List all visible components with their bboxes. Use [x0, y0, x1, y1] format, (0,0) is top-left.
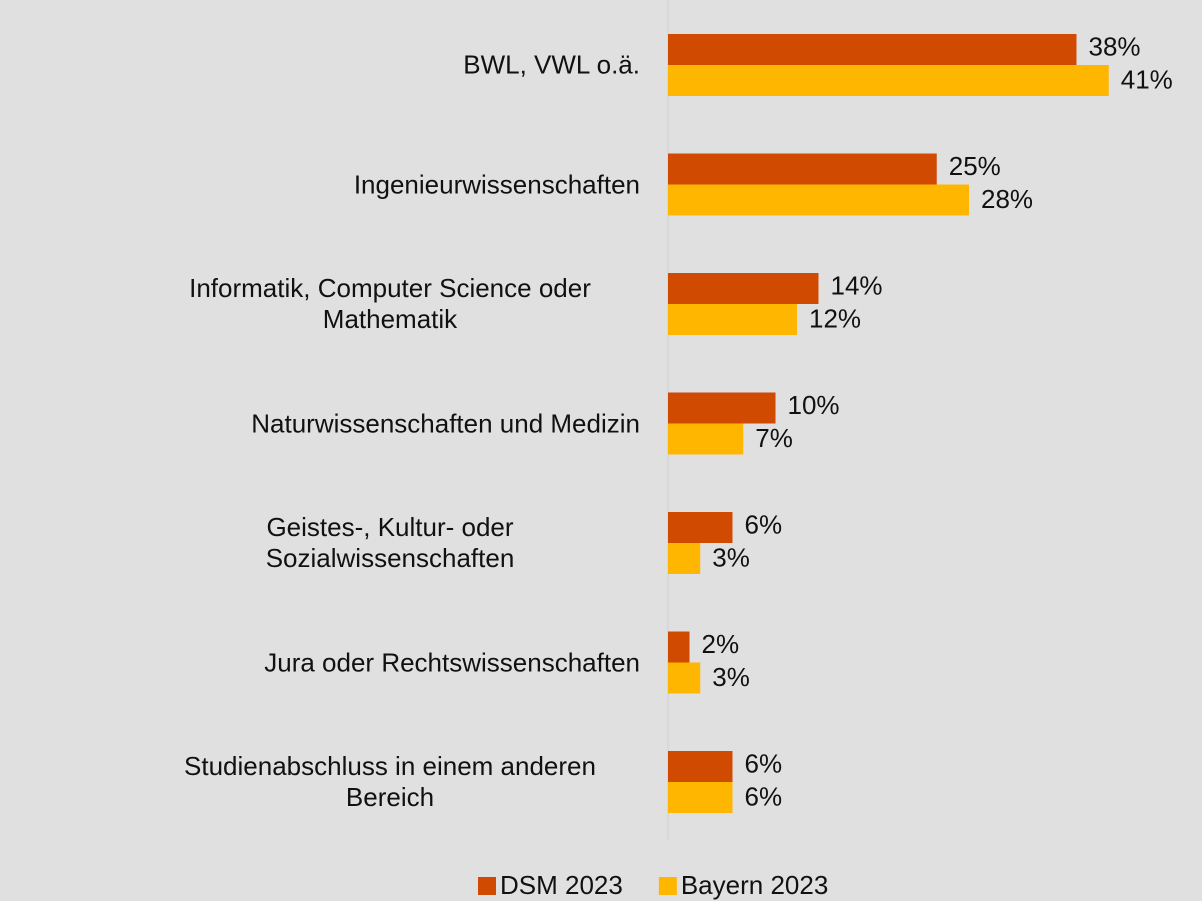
- category-text: Geistes-, Kultur- oder Sozialwissenschaf…: [265, 512, 515, 573]
- data-label: 6%: [745, 748, 783, 778]
- y-tick-label: Informatik, Computer Science oder Mathem…: [20, 273, 640, 335]
- y-tick-label: Jura oder Rechtswissenschaften: [20, 647, 640, 678]
- y-tick-label: BWL, VWL o.ä.: [20, 50, 640, 81]
- data-label: 41%: [1121, 64, 1173, 94]
- data-label: 28%: [981, 184, 1033, 214]
- bar: [668, 631, 690, 663]
- category-text: Informatik, Computer Science oder Mathem…: [189, 273, 591, 334]
- y-tick-label: Studienabschluss in einem anderen Bereic…: [20, 751, 640, 813]
- category-text: Studienabschluss in einem anderen Bereic…: [184, 751, 596, 812]
- data-label: 2%: [702, 629, 740, 659]
- data-label: 6%: [745, 781, 783, 811]
- data-label: 10%: [788, 390, 840, 420]
- legend-label: DSM 2023: [500, 870, 623, 900]
- data-label: 7%: [755, 423, 793, 453]
- bar: [668, 273, 819, 304]
- bar: [668, 662, 701, 694]
- bar: [668, 543, 701, 574]
- bar: [668, 304, 797, 335]
- data-label: 14%: [831, 270, 883, 300]
- bar: [668, 782, 733, 813]
- category-text: Ingenieurwissenschaften: [353, 169, 640, 199]
- data-label: 12%: [809, 303, 861, 333]
- y-tick-label: Naturwissenschaften und Medizin: [20, 408, 640, 439]
- bar: [668, 184, 969, 216]
- data-label: 3%: [712, 662, 750, 692]
- legend-swatch: [658, 877, 677, 895]
- bar: [668, 153, 937, 185]
- bar: [668, 751, 733, 782]
- legend-swatch: [478, 877, 496, 895]
- y-tick-label: Geistes-, Kultur- oder Sozialwissenschaf…: [20, 512, 640, 574]
- bar: [668, 34, 1077, 65]
- category-text: Naturwissenschaften und Medizin: [251, 408, 640, 438]
- data-label: 38%: [1089, 31, 1141, 61]
- bar: [668, 423, 744, 455]
- data-label: 3%: [712, 542, 750, 572]
- bar: [668, 512, 733, 543]
- data-label: 25%: [949, 151, 1001, 181]
- category-text: Jura oder Rechtswissenschaften: [264, 647, 640, 677]
- bar: [668, 392, 776, 424]
- y-tick-label: Ingenieurwissenschaften: [20, 169, 640, 200]
- legend-label: Bayern 2023: [681, 870, 828, 900]
- category-text: BWL, VWL o.ä.: [463, 49, 640, 80]
- data-label: 6%: [745, 509, 783, 539]
- bar: [668, 65, 1109, 96]
